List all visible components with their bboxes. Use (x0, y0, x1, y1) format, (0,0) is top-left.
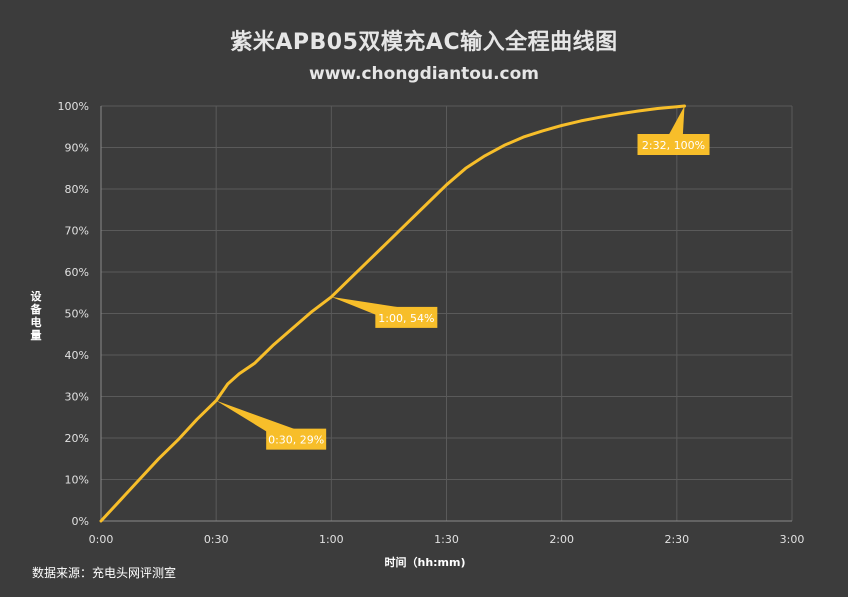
data-callout: 2:32, 100% (637, 106, 710, 155)
y-tick-label: 60% (65, 266, 89, 279)
data-label: 2:32, 100% (642, 139, 705, 152)
data-label: 0:30, 29% (268, 434, 324, 447)
series-line (99, 104, 686, 523)
axis-ticks: 0% 10% 20% 30% 40% 50% 60% 70% 80% 90% 100% 0:00 0:3… (58, 100, 805, 546)
y-axis-title-char: 电 (31, 315, 42, 329)
y-tick-label: 0% (72, 515, 89, 528)
y-axis-title-char: 设 (31, 289, 43, 303)
x-axis-title: 时间（hh:mm) (384, 555, 465, 569)
series-layer (99, 104, 686, 523)
x-tick-label: 1:00 (319, 533, 344, 546)
y-tick-label: 40% (65, 349, 89, 362)
data-label: 1:00, 54% (378, 312, 434, 325)
chart-subtitle: www.chongdiantou.com (308, 64, 540, 84)
y-axis-title-char: 量 (31, 329, 42, 342)
callout-box (637, 134, 710, 155)
y-axis-title-char: 备 (30, 302, 43, 316)
data-callout: 0:30, 29% (216, 400, 327, 450)
callout-box (375, 306, 438, 328)
x-tick-label: 3:00 (780, 533, 805, 546)
x-tick-label: 2:30 (664, 533, 689, 546)
data-source: 数据来源：充电头网评测室 (32, 566, 177, 580)
y-tick-label: 20% (65, 432, 89, 445)
x-tick-label: 1:30 (434, 533, 459, 546)
y-tick-label: 10% (65, 474, 89, 487)
x-tick-label: 0:30 (204, 533, 229, 546)
y-tick-label: 50% (65, 308, 89, 321)
x-tick-label: 0:00 (89, 533, 114, 546)
grid (100, 105, 793, 522)
y-tick-label: 90% (65, 142, 89, 155)
y-tick-label: 70% (65, 225, 89, 238)
x-tick-label: 2:00 (549, 533, 574, 546)
callout-box (266, 428, 327, 450)
data-callout: 1:00, 54% (331, 296, 438, 328)
y-tick-label: 30% (65, 391, 89, 404)
y-tick-label: 100% (58, 100, 89, 113)
callouts: 0:30, 29% 1:00, 54% 2:32, 100% (216, 106, 710, 450)
chart-title: 紫米APB05双模充AC输入全程曲线图 (230, 30, 618, 55)
y-tick-label: 80% (65, 183, 89, 196)
